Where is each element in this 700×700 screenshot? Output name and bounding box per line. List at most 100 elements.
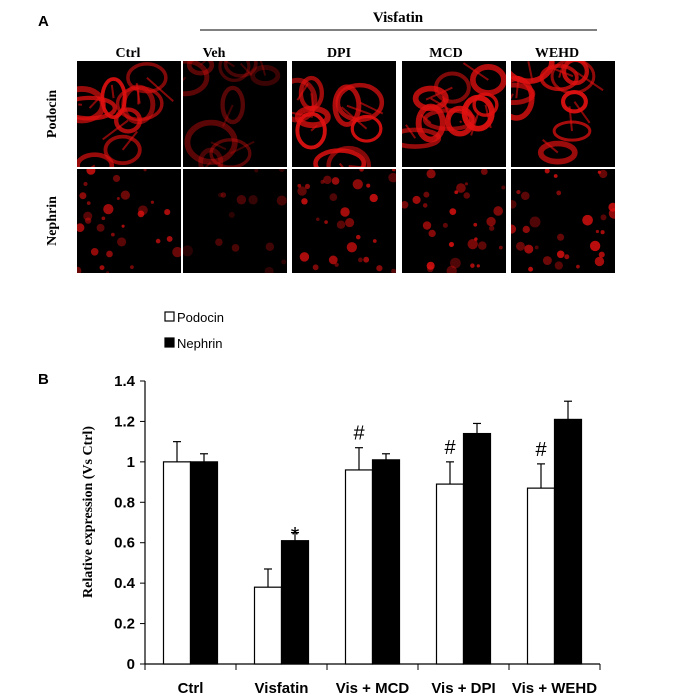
legend-label-podocin: Podocin <box>177 310 224 325</box>
stain-dot <box>493 206 503 216</box>
stain-dot <box>589 240 601 252</box>
cell-process <box>470 112 480 136</box>
cell-outline <box>220 85 246 125</box>
stain-dot <box>595 229 600 234</box>
y-tick-label: 0.4 <box>114 575 136 592</box>
stain-dot <box>442 222 448 228</box>
chart-legend: Podocin Nephrin <box>164 310 224 351</box>
stain-dot <box>336 220 346 229</box>
stain-dot <box>328 255 338 265</box>
stain-dot <box>511 224 517 234</box>
stain-dot <box>544 169 550 174</box>
bar-nephrin <box>462 432 492 665</box>
stain-dot <box>521 191 530 201</box>
stain-dot <box>355 234 361 240</box>
cell-outline <box>295 111 327 150</box>
stain-dot <box>448 241 455 248</box>
stain-dot <box>96 223 105 232</box>
row-label-nephrin: Nephrin <box>45 196 60 246</box>
cell-outline <box>223 61 258 78</box>
cell-outline <box>472 92 499 117</box>
stain-dot <box>346 242 357 253</box>
stain-dot <box>304 183 311 190</box>
stain-dot <box>106 250 113 258</box>
cell-outline <box>511 61 555 85</box>
stain-dot <box>86 201 91 206</box>
stain-dot <box>423 191 430 198</box>
cell-process <box>204 161 212 167</box>
cell-outline <box>537 140 578 165</box>
cell-process <box>484 104 492 129</box>
micrograph-nephrin-ctrl <box>77 169 181 273</box>
y-tick-label: 0.6 <box>114 535 135 552</box>
category-label: Vis + WEHD <box>512 680 597 697</box>
stain-dot <box>231 244 240 252</box>
stain-dot <box>90 247 99 256</box>
cell-process <box>338 162 344 167</box>
panel-b-label: B <box>38 371 49 388</box>
stain-dot <box>265 242 275 251</box>
stain-dot <box>254 169 259 173</box>
cell-outline <box>198 147 224 167</box>
stain-dot <box>143 169 147 172</box>
column-label-wehd: WEHD <box>535 46 579 61</box>
stain-dot <box>83 181 88 187</box>
bar-podocin <box>162 461 192 665</box>
cell-process <box>527 61 534 83</box>
micrograph-nephrin-wehd <box>511 169 615 273</box>
stain-dot <box>486 216 496 227</box>
y-tick-label: 1.4 <box>114 373 136 390</box>
stain-dot <box>372 239 377 243</box>
stain-dot <box>515 241 525 251</box>
stain-dot <box>84 217 92 224</box>
stain-dot <box>101 216 106 221</box>
stain-dot <box>150 200 155 204</box>
stain-dot <box>106 271 110 273</box>
stain-dot <box>422 203 428 208</box>
stain-dot <box>446 265 457 273</box>
stain-dot <box>164 209 171 216</box>
y-axis: 0 0.2 0.4 0.6 0.8 1 1.2 1.4 <box>114 373 146 673</box>
stain-dot <box>597 170 601 174</box>
bars <box>162 418 583 665</box>
cell-outline <box>115 86 164 122</box>
stain-dot <box>454 190 459 195</box>
panel-a-label: A <box>38 13 49 30</box>
stain-dot <box>236 194 247 205</box>
y-tick-label: 0.2 <box>114 616 135 633</box>
cell-outline <box>511 82 536 106</box>
stain-dot <box>478 241 487 250</box>
y-tick-label: 1 <box>127 454 135 471</box>
cell-outline <box>415 103 446 143</box>
stain-dot <box>376 265 383 272</box>
cell-process <box>121 130 139 151</box>
significance-mark: # <box>353 423 365 445</box>
stain-dot <box>426 261 435 270</box>
cell-process <box>210 141 227 151</box>
micrograph-grid: Ctrl Veh DPI MCD WEHD Podocin Nephrin <box>45 46 615 273</box>
category-label: Vis + MCD <box>336 680 410 697</box>
stain-dot <box>299 252 310 262</box>
stain-dot <box>450 257 461 269</box>
stain-dot <box>511 200 517 209</box>
category-label: Ctrl <box>178 680 204 697</box>
stain-dot <box>388 172 396 183</box>
cell-outline <box>326 145 372 167</box>
stain-dot <box>369 193 378 203</box>
stain-dot <box>215 238 223 246</box>
stain-dot <box>553 174 558 178</box>
cell-process <box>430 97 449 110</box>
cell-outline <box>445 105 475 137</box>
stain-dot <box>166 235 173 242</box>
stain-dot <box>228 211 235 218</box>
cell-outline <box>550 61 596 95</box>
bar-nephrin <box>189 461 219 665</box>
significance-mark: * <box>291 523 300 548</box>
stain-dot <box>363 256 370 263</box>
stain-dot <box>366 183 371 188</box>
micrograph-podocin-veh <box>183 61 287 167</box>
stain-dot <box>329 193 338 202</box>
cell-process <box>310 124 318 132</box>
stain-dot <box>426 169 436 179</box>
